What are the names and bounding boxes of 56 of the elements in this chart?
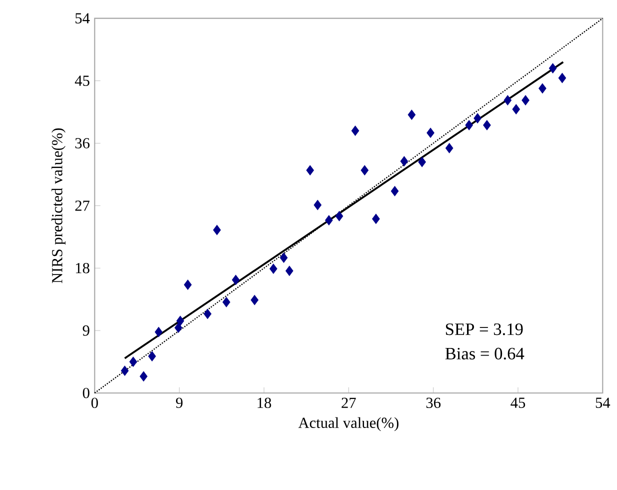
point xyxy=(314,200,322,210)
point xyxy=(148,351,156,362)
point xyxy=(222,297,230,308)
point xyxy=(232,274,240,285)
point xyxy=(140,371,148,382)
x-axis-title: Actual value(%) xyxy=(298,417,398,432)
point xyxy=(176,316,184,326)
point xyxy=(270,264,278,274)
point xyxy=(390,186,399,196)
point xyxy=(360,165,369,176)
point xyxy=(306,165,314,176)
annotation: SEP = 3.19 xyxy=(446,323,523,336)
point xyxy=(286,266,294,276)
y-tick-label: 18 xyxy=(76,262,90,274)
y-tick-label: 54 xyxy=(76,13,90,24)
point xyxy=(129,356,138,367)
y-tick-label: 0 xyxy=(82,388,90,398)
x-tick-label: 54 xyxy=(596,398,610,408)
point xyxy=(325,215,333,226)
point xyxy=(335,211,344,222)
point xyxy=(512,104,520,114)
point xyxy=(120,366,129,376)
point xyxy=(174,322,182,333)
point xyxy=(558,72,566,84)
y-tick-label: 45 xyxy=(74,76,90,86)
point xyxy=(483,120,491,130)
annotation: Bias = 0.64 xyxy=(445,348,524,360)
point xyxy=(280,252,288,263)
x-tick-label: 9 xyxy=(176,398,183,408)
y-tick-label: 27 xyxy=(75,200,90,211)
point xyxy=(351,126,360,136)
x-tick-label: 27 xyxy=(342,398,356,408)
point xyxy=(538,83,546,94)
y-tick-label: 9 xyxy=(82,325,90,336)
point xyxy=(548,63,557,74)
y-axis-title: NIRS predicted value(%) xyxy=(52,128,66,284)
x-tick-label: 45 xyxy=(510,398,526,408)
y-tick-label: 36 xyxy=(75,138,90,148)
point xyxy=(250,294,258,306)
point xyxy=(204,308,212,319)
point xyxy=(418,156,426,168)
x-tick-label: 36 xyxy=(426,398,441,408)
point xyxy=(445,143,454,154)
point xyxy=(426,128,434,138)
point xyxy=(213,224,221,236)
point xyxy=(474,113,482,124)
x-tick-label: 0 xyxy=(91,398,98,408)
point xyxy=(400,156,408,166)
point xyxy=(154,326,163,338)
point xyxy=(522,95,530,106)
x-tick-label: 18 xyxy=(258,398,272,408)
point xyxy=(408,110,416,120)
point xyxy=(372,214,380,224)
point xyxy=(504,95,512,106)
point xyxy=(465,120,473,130)
point xyxy=(184,280,192,290)
